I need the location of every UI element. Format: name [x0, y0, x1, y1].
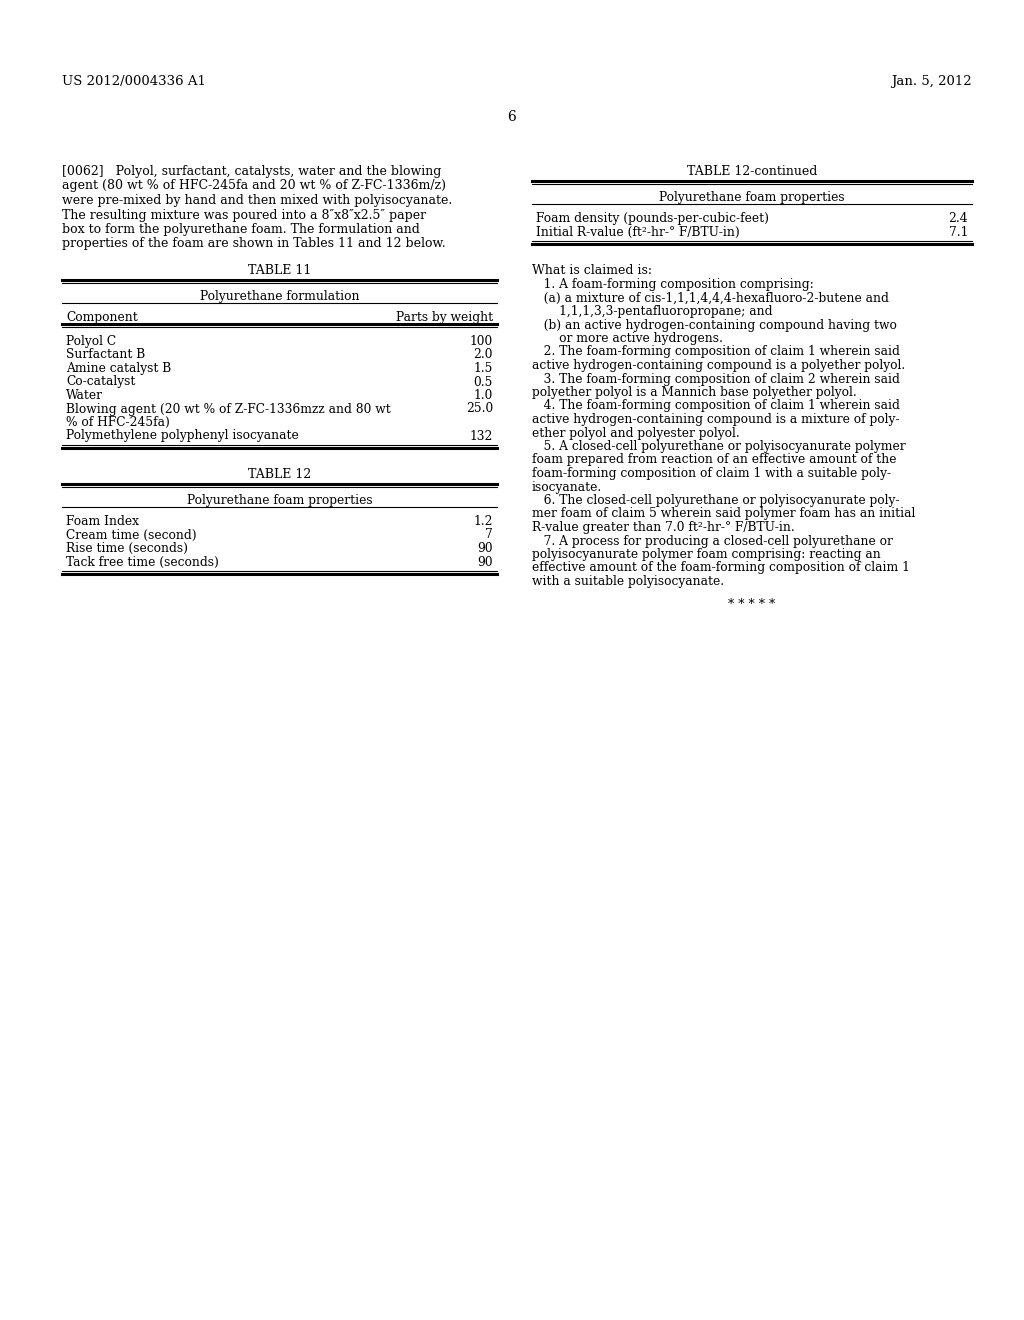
Text: TABLE 11: TABLE 11 — [248, 264, 311, 277]
Text: 0.5: 0.5 — [474, 375, 493, 388]
Text: 1.5: 1.5 — [474, 362, 493, 375]
Text: What is claimed is:: What is claimed is: — [532, 264, 652, 277]
Text: 2.0: 2.0 — [473, 348, 493, 362]
Text: US 2012/0004336 A1: US 2012/0004336 A1 — [62, 75, 206, 88]
Text: polyisocyanurate polymer foam comprising: reacting an: polyisocyanurate polymer foam comprising… — [532, 548, 881, 561]
Text: Water: Water — [66, 389, 103, 403]
Text: Co-catalyst: Co-catalyst — [66, 375, 135, 388]
Text: 90: 90 — [477, 556, 493, 569]
Text: R-value greater than 7.0 ft²-hr-° F/BTU-in.: R-value greater than 7.0 ft²-hr-° F/BTU-… — [532, 521, 795, 535]
Text: agent (80 wt % of HFC-245fa and 20 wt % of Z-FC-1336m/z): agent (80 wt % of HFC-245fa and 20 wt % … — [62, 180, 446, 193]
Text: 100: 100 — [470, 335, 493, 348]
Text: Jan. 5, 2012: Jan. 5, 2012 — [891, 75, 972, 88]
Text: Foam Index: Foam Index — [66, 515, 139, 528]
Text: 7. A process for producing a closed-cell polyurethane or: 7. A process for producing a closed-cell… — [532, 535, 893, 548]
Text: foam-forming composition of claim 1 with a suitable poly-: foam-forming composition of claim 1 with… — [532, 467, 891, 480]
Text: 90: 90 — [477, 543, 493, 554]
Text: foam prepared from reaction of an effective amount of the: foam prepared from reaction of an effect… — [532, 454, 896, 466]
Text: TABLE 12-continued: TABLE 12-continued — [687, 165, 817, 178]
Text: isocyanate.: isocyanate. — [532, 480, 602, 494]
Text: Tack free time (seconds): Tack free time (seconds) — [66, 556, 219, 569]
Text: Initial R-value (ft²-hr-° F/BTU-in): Initial R-value (ft²-hr-° F/BTU-in) — [536, 226, 739, 239]
Text: box to form the polyurethane foam. The formulation and: box to form the polyurethane foam. The f… — [62, 223, 420, 236]
Text: TABLE 12: TABLE 12 — [248, 469, 311, 480]
Text: active hydrogen-containing compound is a polyether polyol.: active hydrogen-containing compound is a… — [532, 359, 905, 372]
Text: Surfactant B: Surfactant B — [66, 348, 145, 362]
Text: % of HFC-245fa): % of HFC-245fa) — [66, 416, 170, 429]
Text: 7: 7 — [485, 528, 493, 541]
Text: Rise time (seconds): Rise time (seconds) — [66, 543, 188, 554]
Text: effective amount of the foam-forming composition of claim 1: effective amount of the foam-forming com… — [532, 561, 910, 574]
Text: [0062]   Polyol, surfactant, catalysts, water and the blowing: [0062] Polyol, surfactant, catalysts, wa… — [62, 165, 441, 178]
Text: Amine catalyst B: Amine catalyst B — [66, 362, 171, 375]
Text: active hydrogen-containing compound is a mixture of poly-: active hydrogen-containing compound is a… — [532, 413, 899, 426]
Text: 7.1: 7.1 — [948, 226, 968, 239]
Text: Polyurethane foam properties: Polyurethane foam properties — [659, 191, 845, 205]
Text: polyether polyol is a Mannich base polyether polyol.: polyether polyol is a Mannich base polye… — [532, 385, 857, 399]
Text: 2. The foam-forming composition of claim 1 wherein said: 2. The foam-forming composition of claim… — [532, 346, 900, 359]
Text: Blowing agent (20 wt % of Z-FC-1336mzz and 80 wt: Blowing agent (20 wt % of Z-FC-1336mzz a… — [66, 403, 391, 416]
Text: 1.2: 1.2 — [473, 515, 493, 528]
Text: 132: 132 — [470, 429, 493, 442]
Text: Polyurethane formulation: Polyurethane formulation — [200, 290, 359, 304]
Text: were pre-mixed by hand and then mixed with polyisocyanate.: were pre-mixed by hand and then mixed wi… — [62, 194, 453, 207]
Text: with a suitable polyisocyanate.: with a suitable polyisocyanate. — [532, 576, 724, 587]
Text: mer foam of claim 5 wherein said polymer foam has an initial: mer foam of claim 5 wherein said polymer… — [532, 507, 915, 520]
Text: 5. A closed-cell polyurethane or polyisocyanurate polymer: 5. A closed-cell polyurethane or polyiso… — [532, 440, 905, 453]
Text: 6: 6 — [508, 110, 516, 124]
Text: Component: Component — [66, 312, 138, 323]
Text: 3. The foam-forming composition of claim 2 wherein said: 3. The foam-forming composition of claim… — [532, 372, 900, 385]
Text: The resulting mixture was poured into a 8″x8″x2.5″ paper: The resulting mixture was poured into a … — [62, 209, 426, 222]
Text: * * * * *: * * * * * — [728, 598, 775, 611]
Text: 1.0: 1.0 — [474, 389, 493, 403]
Text: 6. The closed-cell polyurethane or polyisocyanurate poly-: 6. The closed-cell polyurethane or polyi… — [532, 494, 899, 507]
Text: 2.4: 2.4 — [948, 213, 968, 224]
Text: or more active hydrogens.: or more active hydrogens. — [532, 333, 723, 345]
Text: ether polyol and polyester polyol.: ether polyol and polyester polyol. — [532, 426, 739, 440]
Text: Cream time (second): Cream time (second) — [66, 528, 197, 541]
Text: properties of the foam are shown in Tables 11 and 12 below.: properties of the foam are shown in Tabl… — [62, 238, 445, 251]
Text: (b) an active hydrogen-containing compound having two: (b) an active hydrogen-containing compou… — [532, 318, 897, 331]
Text: (a) a mixture of cis-1,1,1,4,4,4-hexafluoro-2-butene and: (a) a mixture of cis-1,1,1,4,4,4-hexaflu… — [532, 292, 889, 305]
Text: 25.0: 25.0 — [466, 403, 493, 416]
Text: Polymethylene polyphenyl isocyanate: Polymethylene polyphenyl isocyanate — [66, 429, 299, 442]
Text: Parts by weight: Parts by weight — [396, 312, 493, 323]
Text: 4. The foam-forming composition of claim 1 wherein said: 4. The foam-forming composition of claim… — [532, 400, 900, 412]
Text: 1. A foam-forming composition comprising:: 1. A foam-forming composition comprising… — [532, 279, 814, 290]
Text: Foam density (pounds-per-cubic-feet): Foam density (pounds-per-cubic-feet) — [536, 213, 769, 224]
Text: Polyol C: Polyol C — [66, 335, 116, 348]
Text: Polyurethane foam properties: Polyurethane foam properties — [186, 494, 373, 507]
Text: 1,1,1,3,3-pentafluoropropane; and: 1,1,1,3,3-pentafluoropropane; and — [532, 305, 772, 318]
